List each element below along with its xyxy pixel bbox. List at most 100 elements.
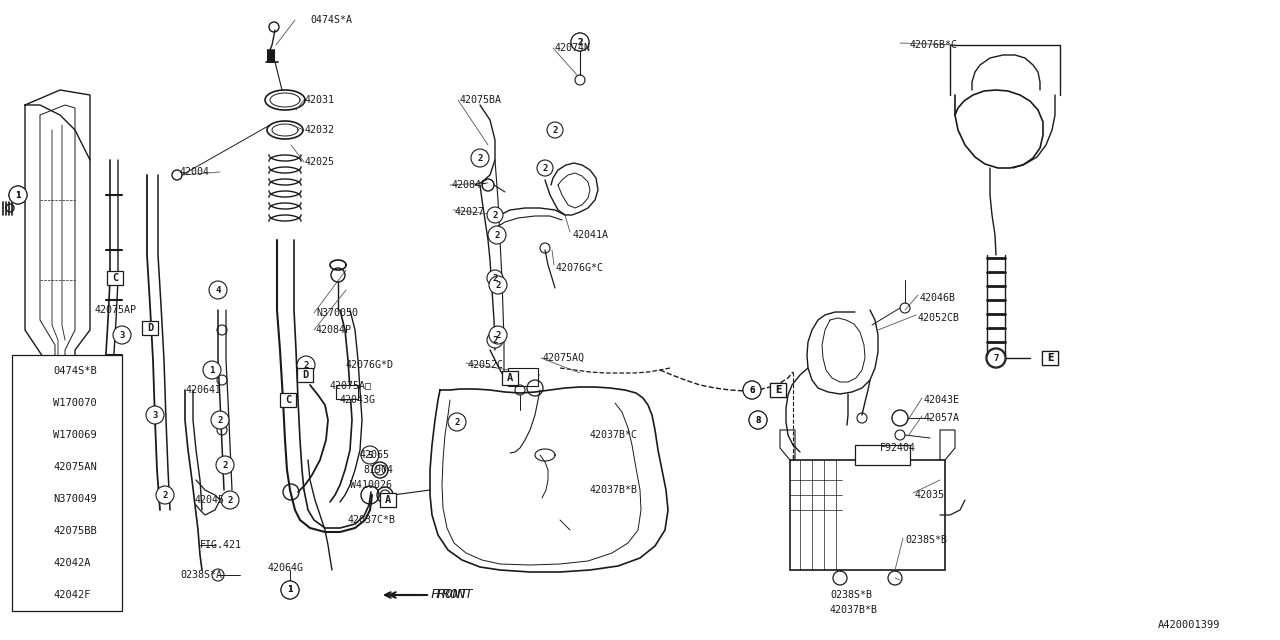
Circle shape [489,276,507,294]
Text: 3: 3 [119,330,124,339]
Text: 42076G*D: 42076G*D [346,360,394,370]
Text: 42084P: 42084P [316,325,352,335]
Text: D: D [302,370,308,380]
Text: 42045A: 42045A [18,485,54,495]
Text: 2: 2 [577,38,582,47]
Circle shape [19,361,40,381]
Text: 1: 1 [15,191,20,200]
Text: 42064I: 42064I [186,385,221,395]
Text: 42075AQ: 42075AQ [543,353,585,363]
Text: 42084F: 42084F [452,180,488,190]
Circle shape [19,521,40,541]
Text: 2: 2 [493,273,498,282]
Text: 1: 1 [27,366,32,376]
Text: N370049: N370049 [52,494,97,504]
Circle shape [19,425,40,445]
Circle shape [9,186,27,204]
Circle shape [282,581,300,599]
Circle shape [221,491,239,509]
Text: 42037B*B: 42037B*B [829,605,878,615]
FancyBboxPatch shape [12,355,122,611]
Text: 1: 1 [210,365,215,374]
Text: 2: 2 [303,360,308,369]
Text: 2: 2 [577,38,582,47]
Text: 4: 4 [27,462,32,472]
Text: 8: 8 [27,590,32,600]
Text: 42037B*C: 42037B*C [590,430,637,440]
Text: 0238S*A: 0238S*A [180,570,221,580]
FancyBboxPatch shape [771,383,786,397]
Text: 6: 6 [749,385,755,394]
Text: 8: 8 [755,415,760,424]
Text: 81904: 81904 [364,465,393,475]
Text: 3: 3 [27,430,32,440]
Text: 42035: 42035 [915,490,945,500]
Text: 0474S*A: 0474S*A [310,15,352,25]
Text: 42041A: 42041A [573,230,609,240]
Text: 2: 2 [228,495,233,504]
Text: 0474S*B: 0474S*B [52,366,97,376]
Text: A420001399: A420001399 [1157,620,1220,630]
Circle shape [547,122,563,138]
Circle shape [146,406,164,424]
Text: 1: 1 [15,191,20,200]
Circle shape [19,393,40,413]
Text: 2: 2 [543,163,548,173]
Text: 2: 2 [493,335,498,344]
FancyBboxPatch shape [771,383,786,397]
Circle shape [19,585,40,605]
Text: 42042A: 42042A [52,558,91,568]
Text: 0238S*B: 0238S*B [829,590,872,600]
Text: 2: 2 [223,461,228,470]
Text: FIG.421: FIG.421 [200,540,242,550]
Text: 42025: 42025 [305,157,335,167]
Text: W410026: W410026 [349,480,392,490]
Text: 42075AN: 42075AN [52,462,97,472]
Text: 42046B: 42046B [920,293,956,303]
Text: 42075BB: 42075BB [52,526,97,536]
Circle shape [489,326,507,344]
Circle shape [204,361,221,379]
Text: 2: 2 [495,280,500,289]
FancyBboxPatch shape [508,368,538,386]
Text: E: E [774,385,781,395]
Text: E: E [774,385,781,395]
Circle shape [488,226,506,244]
Circle shape [361,446,379,464]
Text: 42075A□: 42075A□ [330,380,372,390]
Circle shape [486,207,503,223]
Text: 42004: 42004 [180,167,210,177]
FancyBboxPatch shape [142,321,157,335]
Circle shape [113,326,131,344]
Text: A: A [507,373,513,383]
Text: 4: 4 [215,285,220,294]
Text: 42042F: 42042F [52,590,91,600]
FancyBboxPatch shape [380,493,396,507]
Circle shape [471,149,489,167]
Text: 7: 7 [27,558,32,568]
Circle shape [742,381,762,399]
Text: 2: 2 [495,330,500,339]
Circle shape [749,411,767,429]
Text: N370050: N370050 [316,308,358,318]
FancyBboxPatch shape [1042,351,1059,365]
Text: D: D [147,323,154,333]
Text: 42037C*B: 42037C*B [348,515,396,525]
Text: 8: 8 [755,415,760,424]
FancyBboxPatch shape [297,368,314,382]
Circle shape [282,581,300,599]
Text: 42074N: 42074N [556,43,591,53]
Circle shape [209,281,227,299]
Text: 42037B*B: 42037B*B [590,485,637,495]
Circle shape [749,411,767,429]
Circle shape [211,411,229,429]
Circle shape [448,413,466,431]
Text: 42032: 42032 [305,125,335,135]
Text: 1: 1 [287,586,293,595]
Text: 2: 2 [163,490,168,499]
FancyBboxPatch shape [337,385,358,399]
FancyBboxPatch shape [108,271,123,285]
Text: 42027: 42027 [454,207,485,217]
Circle shape [156,486,174,504]
Text: A: A [385,495,392,505]
